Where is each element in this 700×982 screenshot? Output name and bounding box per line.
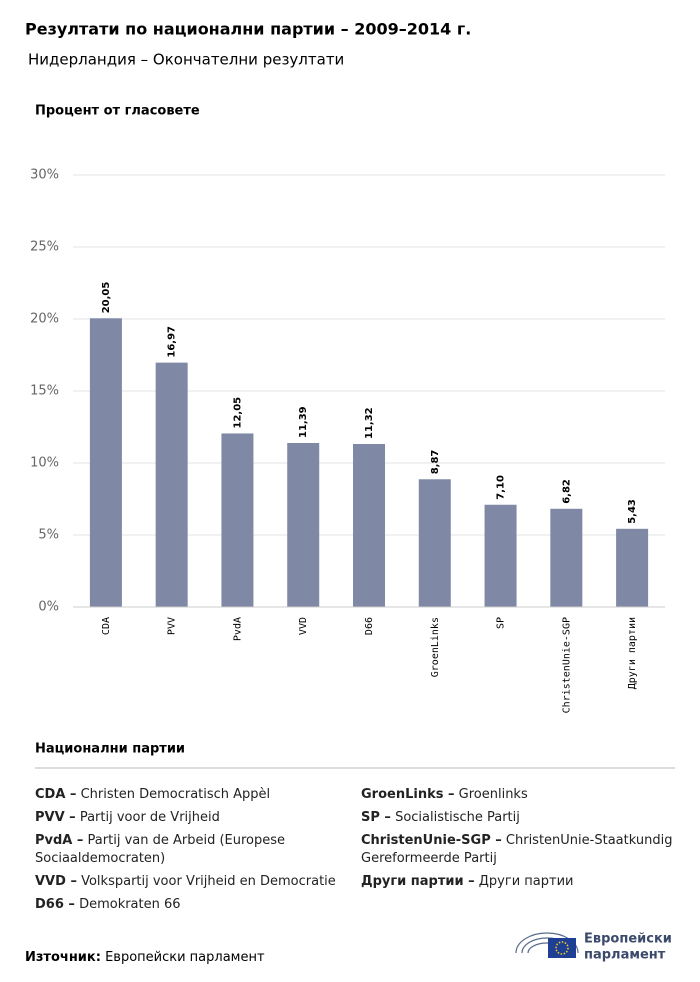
bar <box>550 508 583 607</box>
legend-left: CDA – Christen Democratisch Appèl PVV – P… <box>35 786 345 914</box>
value-label: 8,87 <box>430 450 441 475</box>
legend-abbr: SP – <box>361 810 391 825</box>
legend-abbr: CDA – <box>35 787 77 802</box>
legend-title: Национални партии <box>35 742 185 757</box>
bar <box>287 442 320 607</box>
legend-name: Partij voor de Vrijheid <box>79 810 220 825</box>
eu-stars <box>555 941 569 955</box>
legend-abbr: VVD – <box>35 874 77 889</box>
legend-abbr: ChristenUnie-SGP – <box>361 833 502 848</box>
value-label: 16,97 <box>167 326 178 358</box>
chart-title: Резултати по национални партии – 2009–20… <box>25 20 471 39</box>
x-tick-label: PVV <box>167 617 178 635</box>
source-text: Европейски парламент <box>105 950 265 965</box>
chart-subtitle: Нидерландия – Окончателни резултати <box>28 51 344 69</box>
y-tick-label: 0% <box>38 600 59 615</box>
legend-name: Socialistische Partij <box>395 810 520 825</box>
y-tick-label: 10% <box>30 456 59 471</box>
bar <box>353 443 385 607</box>
x-tick-label: VVD <box>298 617 309 635</box>
value-label: 20,05 <box>101 282 112 314</box>
legend-abbr: GroenLinks – <box>361 787 455 802</box>
source-label: Източник: <box>25 950 101 965</box>
value-label: 7,10 <box>496 475 507 500</box>
legend-entry: SP – Socialistische Partij <box>361 809 681 827</box>
value-label: 11,39 <box>298 406 309 438</box>
y-tick-label: 15% <box>30 384 59 399</box>
legend-name: Volkspartij voor Vrijheid en Democratie <box>81 874 336 889</box>
x-tick-label: Други партии <box>627 617 638 689</box>
legend-name: ChristenUnie-Staatkundig Gereformeerde P… <box>361 833 673 866</box>
y-tick-label: 25% <box>30 240 59 255</box>
legend-abbr: PVV – <box>35 810 76 825</box>
bar <box>418 479 451 607</box>
legend-entry: CDA – Christen Democratisch Appèl <box>35 786 345 804</box>
legend-entry: D66 – Demokraten 66 <box>35 896 345 914</box>
bar <box>155 362 188 607</box>
value-label: 6,82 <box>561 479 572 504</box>
source: Източник: Европейски парламент <box>25 950 265 965</box>
y-tick-label: 20% <box>30 312 59 327</box>
legend-abbr: PvdA – <box>35 833 84 848</box>
legend-entry: Други партии – Други партии <box>361 873 681 891</box>
x-tick-label: SP <box>496 617 507 629</box>
legend-abbr: Други партии – <box>361 874 475 889</box>
value-label: 5,43 <box>627 499 638 524</box>
legend-name: Partij van de Arbeid (Europese Sociaalde… <box>35 833 286 866</box>
x-tick-label: GroenLinks <box>430 617 441 677</box>
legend-entry: GroenLinks – Groenlinks <box>361 786 681 804</box>
legend-entry: VVD – Volkspartij voor Vrijheid en Democ… <box>35 873 345 891</box>
value-label: 12,05 <box>232 397 243 429</box>
legend-entry: ChristenUnie-SGP – ChristenUnie-Staatkun… <box>361 832 681 868</box>
legend-entry: PVV – Partij voor de Vrijheid <box>35 809 345 827</box>
logo-text: парламент <box>584 948 666 963</box>
legend-entry: PvdA – Partij van de Arbeid (Europese So… <box>35 832 345 868</box>
logo-text: Европейски <box>584 932 672 947</box>
y-axis-label: Процент от гласовете <box>35 104 200 119</box>
x-tick-label: CDA <box>101 617 112 635</box>
legend-name: Други партии <box>478 874 574 889</box>
legend-name: Christen Democratisch Appèl <box>80 787 271 802</box>
x-tick-label: PvdA <box>232 617 243 641</box>
y-tick-label: 30% <box>30 168 59 183</box>
value-label: 11,32 <box>364 407 375 439</box>
x-tick-label: D66 <box>364 617 375 635</box>
legend-name: Groenlinks <box>458 787 528 802</box>
bar <box>89 318 122 607</box>
legend-right: GroenLinks – Groenlinks SP – Socialistisc… <box>361 786 681 891</box>
bar <box>484 504 517 607</box>
bar <box>221 433 254 607</box>
legend-abbr: D66 – <box>35 897 75 912</box>
y-tick-label: 5% <box>38 528 59 543</box>
eu-flag <box>548 938 576 958</box>
x-tick-label: ChristenUnie-SGP <box>561 617 572 713</box>
legend-name: Demokraten 66 <box>79 897 181 912</box>
bar <box>616 528 649 607</box>
